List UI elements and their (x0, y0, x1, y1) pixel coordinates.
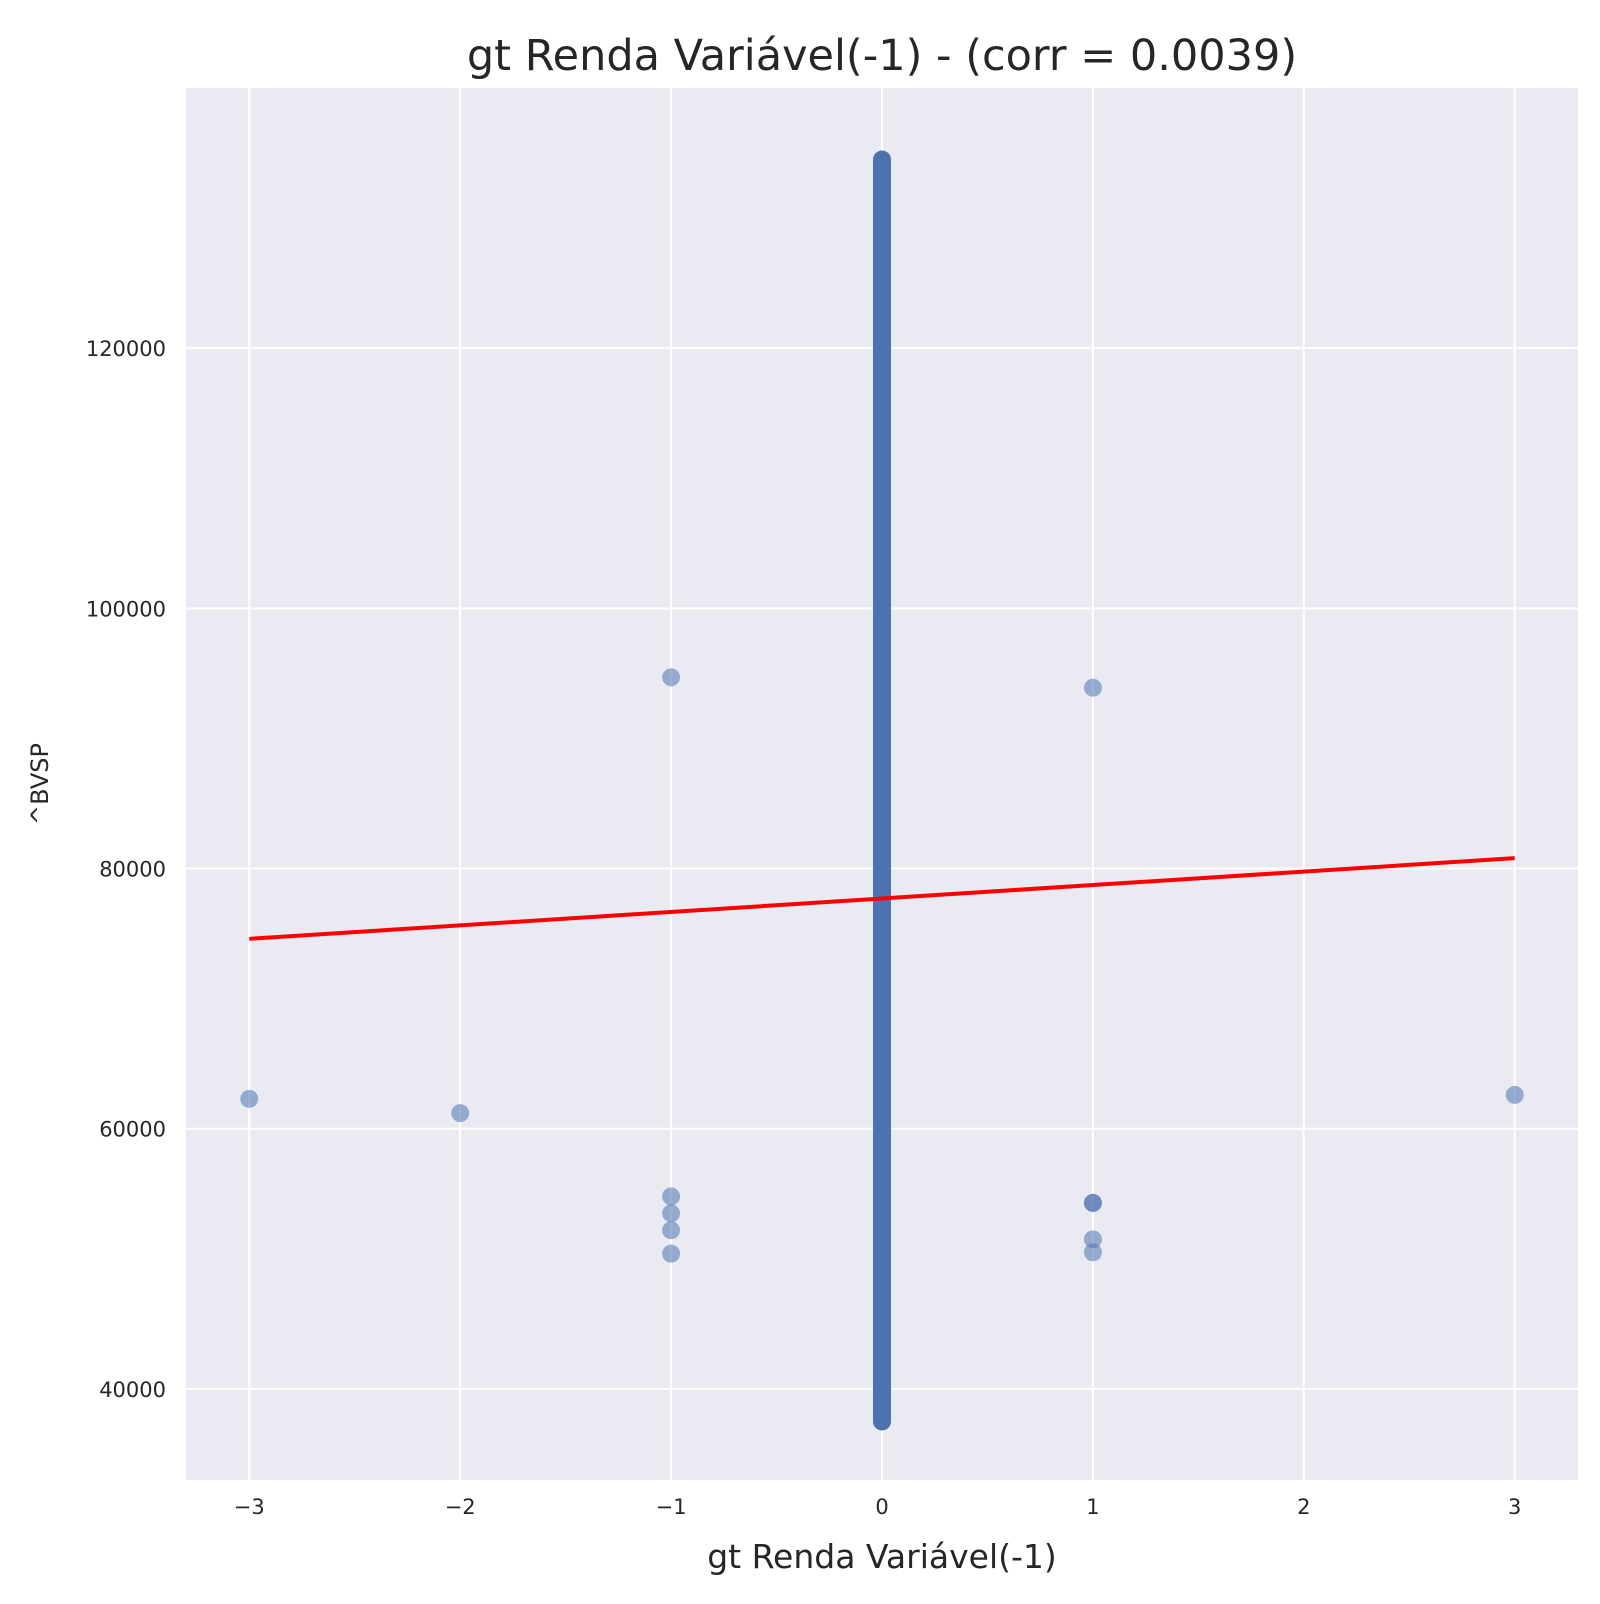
data-point (451, 1104, 470, 1123)
data-point (1083, 1230, 1102, 1249)
data-point (662, 1187, 681, 1206)
data-point (240, 1089, 259, 1108)
y-tick-label: 40000 (99, 1378, 166, 1402)
data-point (662, 668, 681, 687)
x-tick-label: 2 (1297, 1495, 1310, 1519)
y-axis-label: ^BVSP (26, 743, 54, 825)
x-axis-label: gt Renda Variável(-1) (707, 1537, 1057, 1576)
data-point (1505, 1085, 1524, 1104)
data-point (1083, 1243, 1102, 1262)
y-tick-label: 60000 (99, 1118, 166, 1142)
y-tick-label: 120000 (86, 337, 166, 361)
data-point (662, 1244, 681, 1263)
data-points (240, 150, 1524, 1431)
x-tick-label: 1 (1086, 1495, 1099, 1519)
data-point (1083, 678, 1102, 697)
regression-line (249, 856, 1515, 941)
data-point (1083, 1193, 1102, 1212)
chart-title: gt Renda Variável(-1) - (corr = 0.0039) (467, 31, 1297, 81)
y-axis-ticks: 40000 60000 80000 100000 120000 (86, 337, 166, 1402)
y-tick-label: 100000 (86, 597, 166, 621)
data-point (662, 1204, 681, 1223)
x-tick-label: −1 (656, 1495, 687, 1519)
x-tick-label: 3 (1508, 1495, 1521, 1519)
fit-line-layer (249, 856, 1515, 941)
x-tick-label: 0 (875, 1495, 888, 1519)
y-tick-label: 80000 (99, 858, 166, 882)
x-axis-ticks: −3 −2 −1 0 1 2 3 (234, 1495, 1522, 1519)
x-tick-label: −2 (445, 1495, 476, 1519)
data-point (662, 1221, 681, 1240)
x-tick-label: −3 (234, 1495, 265, 1519)
